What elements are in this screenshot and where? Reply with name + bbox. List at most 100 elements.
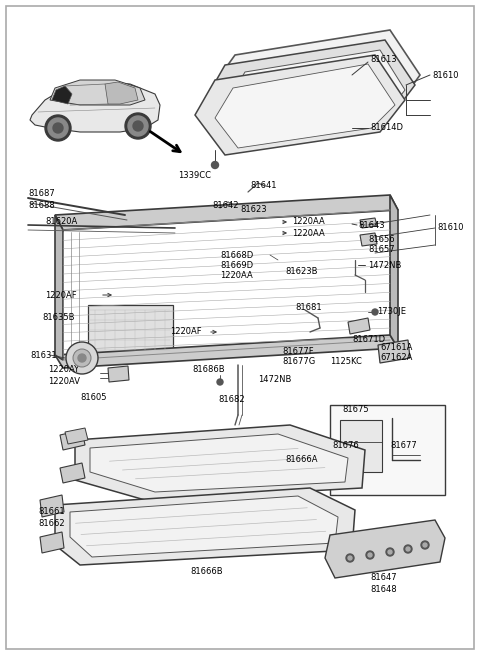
Text: 1125KC: 1125KC xyxy=(330,358,362,367)
Text: 1220AY: 1220AY xyxy=(48,365,79,375)
Circle shape xyxy=(346,554,354,562)
Polygon shape xyxy=(40,495,64,517)
Text: 81605: 81605 xyxy=(80,394,107,403)
Polygon shape xyxy=(55,335,398,368)
Polygon shape xyxy=(50,80,145,105)
Text: 81681: 81681 xyxy=(295,303,322,312)
Polygon shape xyxy=(75,425,365,500)
Bar xyxy=(88,305,173,355)
Text: 81642: 81642 xyxy=(212,200,239,210)
Text: 67162A: 67162A xyxy=(380,354,412,362)
Circle shape xyxy=(217,379,223,385)
Circle shape xyxy=(421,541,429,549)
Circle shape xyxy=(366,551,374,559)
Text: 81635B: 81635B xyxy=(42,314,74,322)
Polygon shape xyxy=(70,496,338,557)
Circle shape xyxy=(133,121,143,131)
Circle shape xyxy=(368,553,372,557)
Polygon shape xyxy=(195,55,405,155)
Text: 81631: 81631 xyxy=(30,350,57,360)
Polygon shape xyxy=(30,82,160,132)
Text: 81648: 81648 xyxy=(370,586,396,595)
Text: 1220AA: 1220AA xyxy=(220,271,253,280)
Polygon shape xyxy=(40,532,64,553)
Circle shape xyxy=(423,543,427,547)
Polygon shape xyxy=(360,233,377,246)
Text: 67161A: 67161A xyxy=(380,343,412,352)
Circle shape xyxy=(45,115,71,141)
Circle shape xyxy=(125,113,151,139)
Bar xyxy=(330,405,445,495)
Text: 81669D: 81669D xyxy=(220,261,253,269)
Text: 81661: 81661 xyxy=(38,508,65,517)
Text: 81668D: 81668D xyxy=(220,250,253,259)
Text: 81610: 81610 xyxy=(432,71,458,79)
Circle shape xyxy=(406,547,410,551)
Text: 81623B: 81623B xyxy=(285,267,317,276)
Text: 81677: 81677 xyxy=(390,441,417,449)
Text: 1730JE: 1730JE xyxy=(377,307,406,316)
Text: 81620A: 81620A xyxy=(45,217,77,227)
Text: 81643: 81643 xyxy=(358,221,384,229)
Text: 81666B: 81666B xyxy=(190,567,223,576)
Circle shape xyxy=(128,116,148,136)
Polygon shape xyxy=(105,82,138,104)
Polygon shape xyxy=(215,64,395,148)
Text: 81656: 81656 xyxy=(368,236,395,244)
Text: 1472NB: 1472NB xyxy=(368,261,401,269)
Text: 81677G: 81677G xyxy=(282,358,315,367)
Text: 81675: 81675 xyxy=(342,405,369,415)
Text: 81688: 81688 xyxy=(28,202,55,210)
Text: 81687: 81687 xyxy=(28,189,55,198)
Text: 1220AA: 1220AA xyxy=(292,217,325,227)
Bar xyxy=(340,420,382,472)
Polygon shape xyxy=(390,195,398,348)
Circle shape xyxy=(66,342,98,374)
Circle shape xyxy=(78,354,86,362)
Text: 81662: 81662 xyxy=(38,519,65,529)
Polygon shape xyxy=(55,195,398,230)
Text: 1220AF: 1220AF xyxy=(45,291,77,299)
Circle shape xyxy=(73,349,91,367)
Text: 81614D: 81614D xyxy=(370,124,403,132)
Text: 1339CC: 1339CC xyxy=(179,170,212,179)
Text: 1220AA: 1220AA xyxy=(292,229,325,238)
Text: 81677F: 81677F xyxy=(282,348,313,356)
Text: 81641: 81641 xyxy=(250,181,276,189)
Circle shape xyxy=(404,545,412,553)
Text: 81666A: 81666A xyxy=(285,455,317,464)
Circle shape xyxy=(53,123,63,133)
Polygon shape xyxy=(225,50,405,133)
Text: 81682: 81682 xyxy=(218,396,245,405)
Text: 81623: 81623 xyxy=(240,206,266,214)
Polygon shape xyxy=(65,428,88,444)
Circle shape xyxy=(372,309,378,315)
Polygon shape xyxy=(348,318,370,334)
Polygon shape xyxy=(325,520,445,578)
Text: 81686B: 81686B xyxy=(192,365,225,375)
Polygon shape xyxy=(60,463,85,483)
Circle shape xyxy=(386,548,394,556)
Text: 1220AV: 1220AV xyxy=(48,377,80,386)
Polygon shape xyxy=(60,430,85,450)
Polygon shape xyxy=(108,366,129,382)
Circle shape xyxy=(212,162,218,168)
Circle shape xyxy=(48,118,68,138)
Text: 81676: 81676 xyxy=(332,441,359,449)
Text: 81657: 81657 xyxy=(368,246,395,255)
Polygon shape xyxy=(205,40,415,140)
Text: 81647: 81647 xyxy=(370,574,396,582)
Polygon shape xyxy=(210,30,420,130)
Polygon shape xyxy=(90,434,348,492)
Polygon shape xyxy=(360,218,377,228)
Circle shape xyxy=(348,556,352,560)
Text: 81610: 81610 xyxy=(437,223,464,233)
Polygon shape xyxy=(378,340,410,363)
Text: 81671D: 81671D xyxy=(352,335,385,345)
Text: 1472NB: 1472NB xyxy=(258,375,291,384)
Circle shape xyxy=(388,550,392,554)
Polygon shape xyxy=(55,488,355,565)
Polygon shape xyxy=(52,86,72,104)
Polygon shape xyxy=(55,215,63,360)
Text: 81613: 81613 xyxy=(370,56,396,64)
